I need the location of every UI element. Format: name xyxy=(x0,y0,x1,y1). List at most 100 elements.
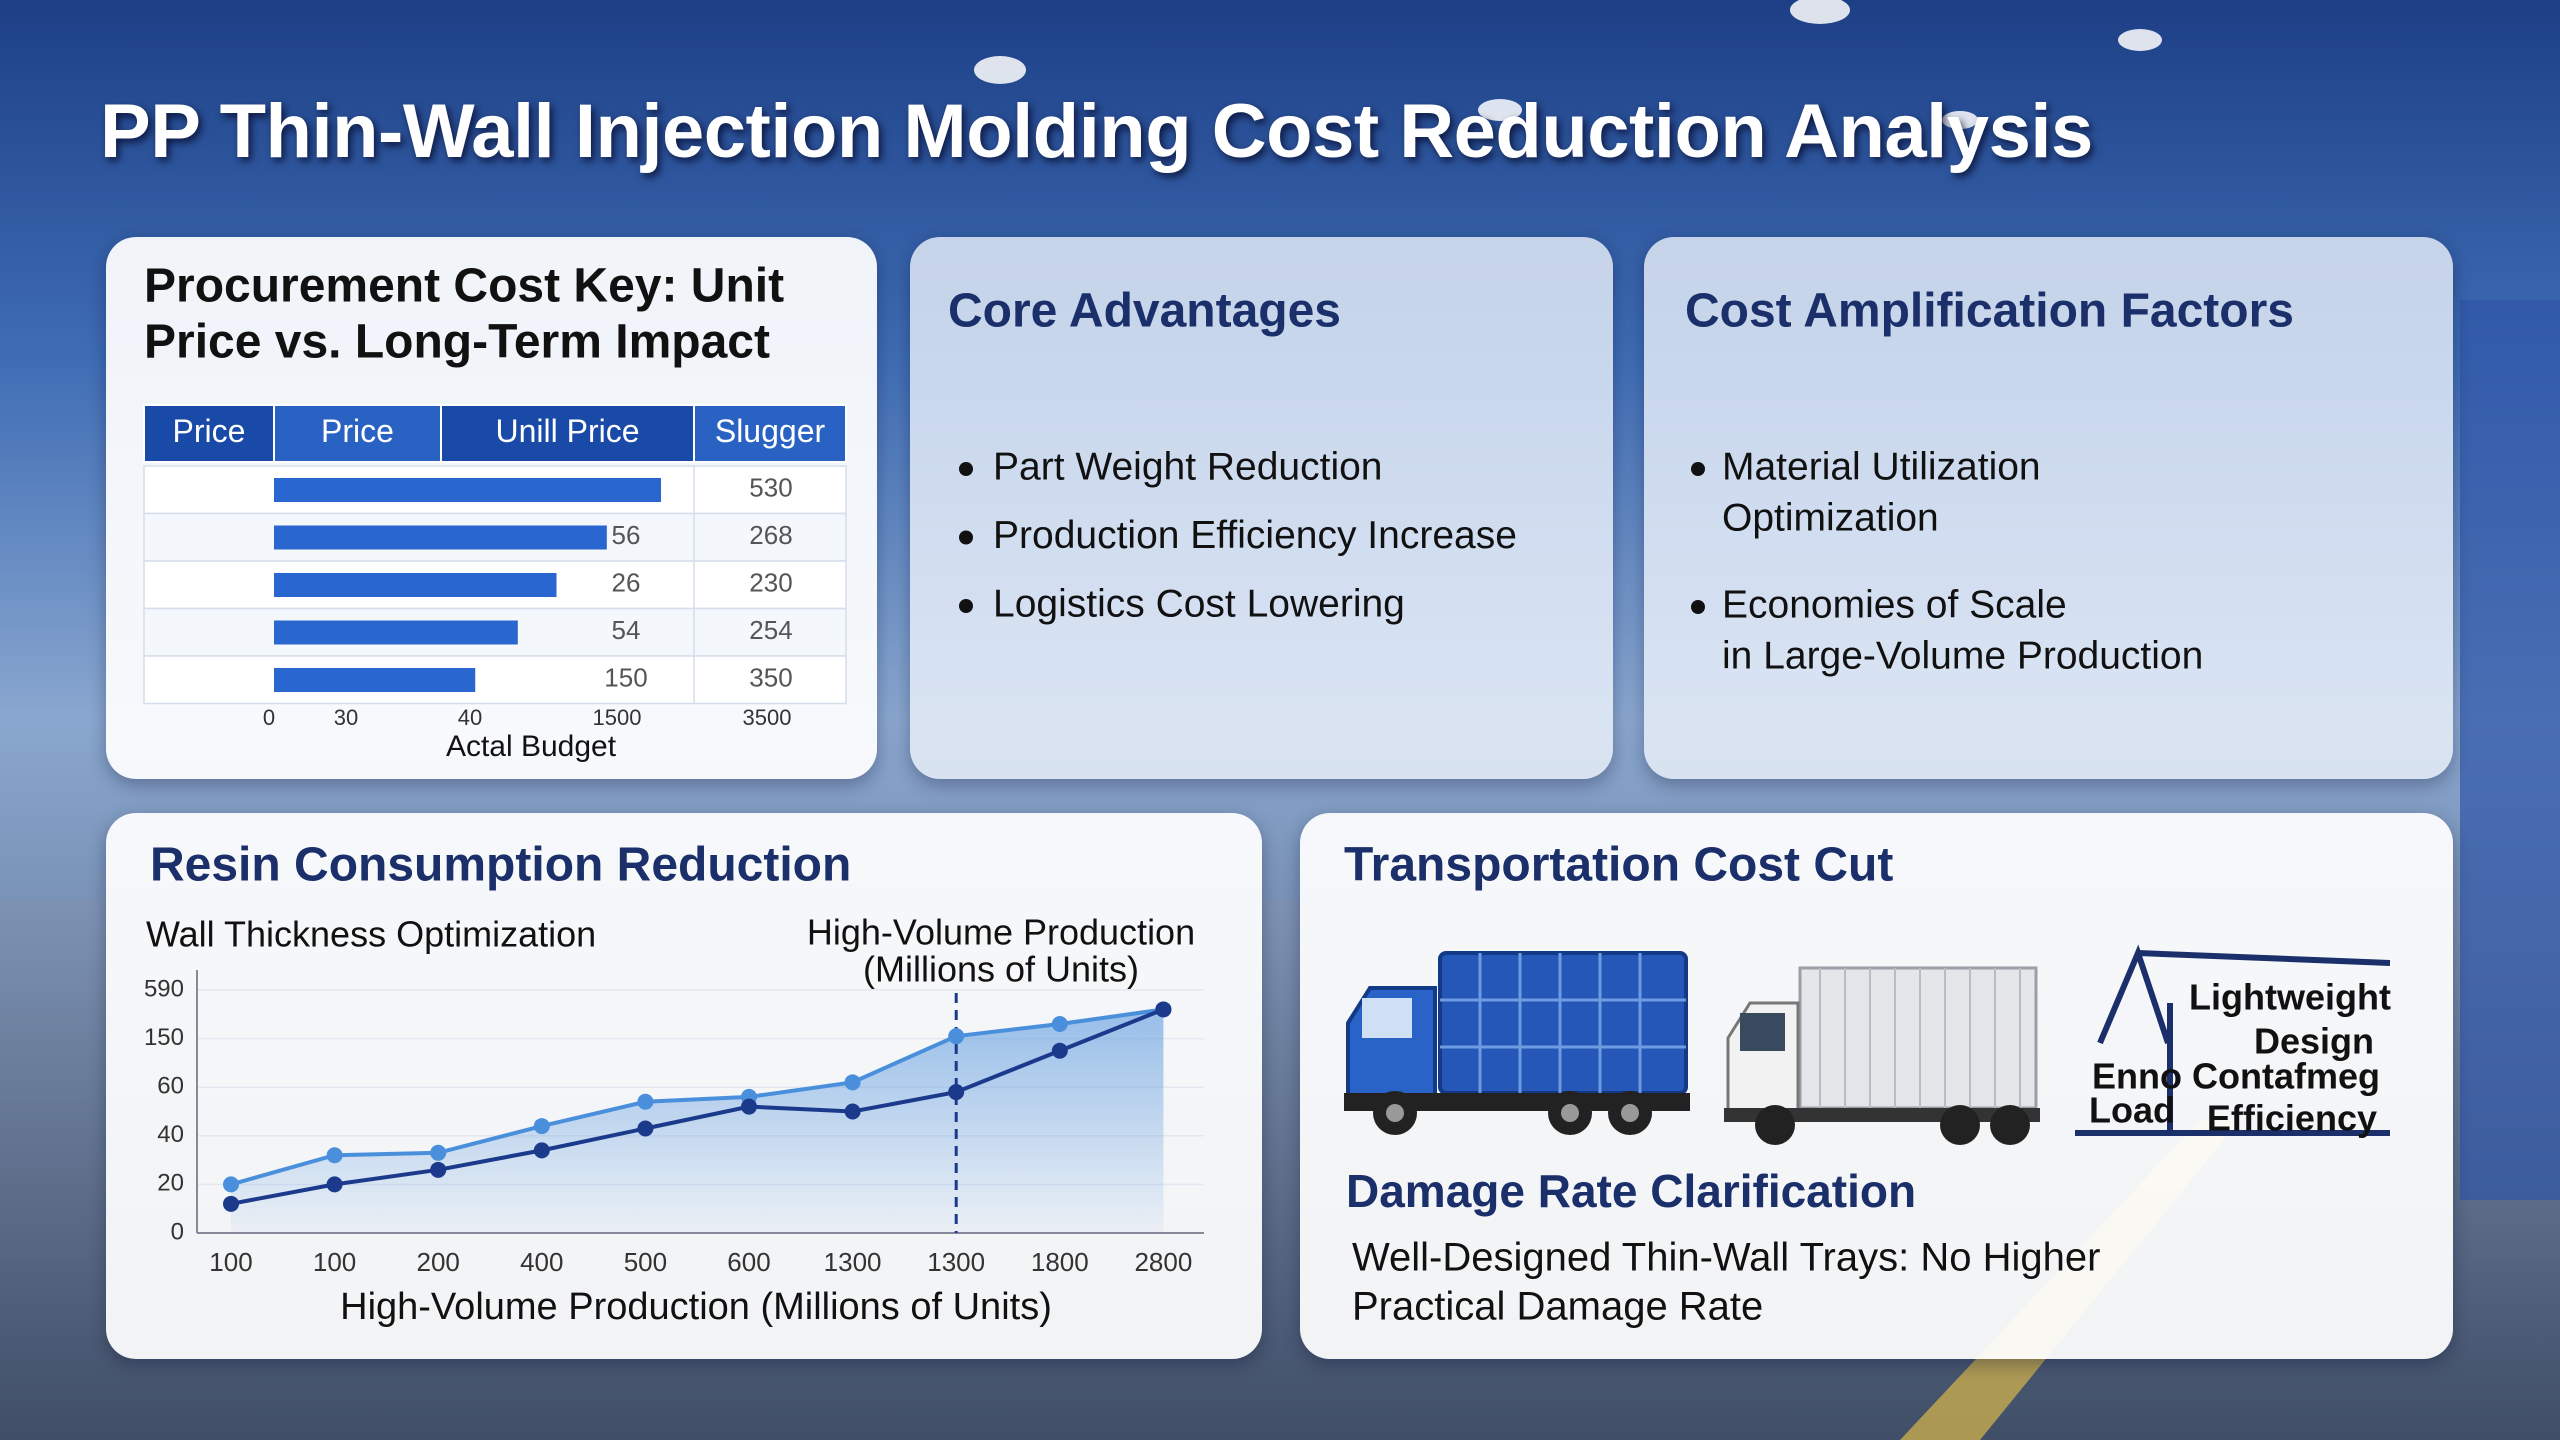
chart-title: Resin Consumption Reduction xyxy=(150,839,851,892)
cell-value: 26 xyxy=(612,568,641,598)
bar xyxy=(274,478,661,502)
cost-amplification-panel: Cost Amplification Factors Material Util… xyxy=(1644,237,2453,779)
header-label: Price xyxy=(173,413,246,449)
cell-value: 150 xyxy=(604,663,647,693)
bullet xyxy=(1691,600,1705,614)
core-advantages: Core Advantages Part Weight Reduction Pro… xyxy=(948,285,1517,626)
panel-title: Cost Amplification Factors xyxy=(1685,285,2294,338)
axis-tick-label: 1500 xyxy=(593,705,642,730)
data-point xyxy=(430,1161,447,1178)
bar xyxy=(274,668,476,692)
data-point xyxy=(637,1120,654,1137)
data-point xyxy=(533,1142,550,1159)
annotation: High-Volume Production xyxy=(807,912,1195,953)
data-point xyxy=(223,1176,239,1193)
bullet xyxy=(959,599,973,613)
x-tick-label: 100 xyxy=(209,1247,252,1277)
axis-tick-label: 3500 xyxy=(743,705,792,730)
data-point xyxy=(1051,1016,1068,1033)
data-point xyxy=(948,1028,965,1045)
data-point xyxy=(844,1074,861,1091)
bar xyxy=(274,525,607,550)
resin-panel: Resin Consumption Reduction Wall Thickne… xyxy=(106,813,1262,1359)
ceiling-lights xyxy=(974,0,2162,129)
data-point xyxy=(1051,1042,1068,1059)
axis-tick-label: 40 xyxy=(458,705,482,730)
list-item: Production Efficiency Increase xyxy=(993,514,1517,557)
panel-title: Transportation Cost Cut xyxy=(1344,839,1893,892)
header-label: Unill Price xyxy=(495,413,639,449)
data-point xyxy=(223,1195,239,1212)
icon-label: Load xyxy=(2089,1090,2175,1131)
list-item: Economies of Scale xyxy=(1722,583,2067,626)
y-tick-label: 20 xyxy=(157,1170,184,1197)
header-label: Slugger xyxy=(715,413,826,449)
bullet xyxy=(1691,462,1705,476)
icon-label: Design xyxy=(2254,1021,2374,1062)
y-tick-label: 150 xyxy=(144,1024,184,1051)
list-item: Material Utilization xyxy=(1722,445,2041,488)
annotation: (Millions of Units) xyxy=(863,949,1139,990)
chart-subtitle: Wall Thickness Optimization xyxy=(146,914,596,955)
cell-value: 254 xyxy=(749,615,792,645)
blue-truck xyxy=(1344,951,1690,1135)
series-line xyxy=(230,1007,1164,1187)
transportation-panel: Transportation Cost Cut Lightweight Desi… xyxy=(1300,813,2453,1359)
core-advantages-panel: Core Advantages Part Weight Reduction Pro… xyxy=(910,237,1613,779)
cell-value: 54 xyxy=(612,615,641,645)
x-tick-label: 400 xyxy=(520,1247,563,1277)
data-point xyxy=(326,1176,343,1193)
list-item: Part Weight Reduction xyxy=(993,445,1383,488)
x-tick-label: 1300 xyxy=(927,1247,985,1277)
bar xyxy=(274,620,518,645)
x-tick-label: 500 xyxy=(624,1247,667,1277)
bar xyxy=(274,573,557,597)
y-tick-label: 40 xyxy=(157,1121,184,1148)
data-point xyxy=(533,1118,550,1135)
body-text: Well-Designed Thin-Wall Trays: No Higher xyxy=(1352,1236,2100,1280)
row-cell xyxy=(143,655,847,705)
icon-label: Lightweight xyxy=(2189,977,2391,1018)
panel-title: Core Advantages xyxy=(948,285,1341,338)
header-label: Price xyxy=(321,413,394,449)
row-cell xyxy=(143,465,847,515)
data-point xyxy=(844,1103,861,1120)
list-item: Logistics Cost Lowering xyxy=(993,582,1405,625)
x-tick-label: 1300 xyxy=(824,1247,882,1277)
panel-title: Procurement Cost Key: Unit xyxy=(144,260,784,313)
icon-label: Enno Contafmeg xyxy=(2092,1056,2380,1097)
y-tick-label: 60 xyxy=(157,1073,184,1100)
data-point xyxy=(637,1093,654,1110)
axis-label: Actal Budget xyxy=(446,730,617,763)
series-line xyxy=(230,1007,1165,1206)
panel-title: Price vs. Long-Term Impact xyxy=(144,316,770,369)
body-text: Practical Damage Rate xyxy=(1352,1285,1763,1329)
data-point xyxy=(741,1098,757,1115)
x-tick-label: 1800 xyxy=(1031,1247,1089,1277)
data-point xyxy=(430,1144,447,1161)
list-item: Optimization xyxy=(1722,496,1939,539)
transportation: Transportation Cost Cut Lightweight Desi… xyxy=(1344,839,2391,1329)
y-tick-label: 590 xyxy=(144,975,184,1002)
header-cell xyxy=(143,404,275,463)
procurement-panel: Procurement Cost Key: Unit Price vs. Lon… xyxy=(106,237,877,779)
cell-value: 56 xyxy=(612,520,641,550)
bullet xyxy=(959,462,973,476)
data-point xyxy=(1155,1001,1172,1018)
x-tick-label: 600 xyxy=(727,1247,770,1277)
cost-amplification: Cost Amplification Factors Material Util… xyxy=(1685,285,2294,678)
cell-value: 350 xyxy=(749,663,792,693)
bullet xyxy=(959,530,973,545)
list-item: in Large-Volume Production xyxy=(1722,634,2203,677)
axis-tick-label: 0 xyxy=(263,705,275,730)
x-tick-label: 200 xyxy=(417,1247,460,1277)
axis-tick-label: 30 xyxy=(334,705,358,730)
machine xyxy=(2460,300,2560,1200)
area xyxy=(231,1009,1164,1233)
header-cell xyxy=(693,404,847,463)
section-title: Damage Rate Clarification xyxy=(1346,1165,1916,1217)
page-title: PP Thin-Wall Injection Molding Cost Redu… xyxy=(100,89,2093,174)
header-cell xyxy=(440,404,695,463)
data-point xyxy=(326,1147,343,1164)
